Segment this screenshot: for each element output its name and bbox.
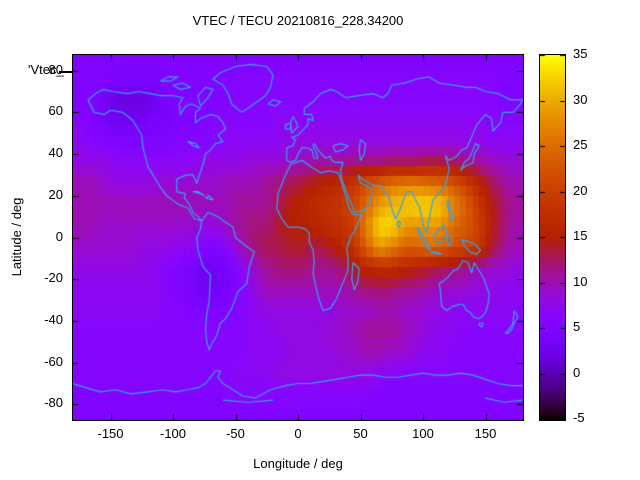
x-tick-label: -100 bbox=[159, 426, 187, 441]
y-tick-label: -80 bbox=[44, 395, 63, 411]
colorbar-tick-label: 30 bbox=[573, 91, 588, 107]
x-tick-label: -150 bbox=[97, 426, 124, 441]
colorbar-canvas bbox=[540, 55, 565, 420]
y-tick-label: 40 bbox=[48, 145, 63, 161]
y-tick-label: 20 bbox=[48, 186, 63, 202]
colorbar-tick-label: 0 bbox=[573, 364, 581, 380]
legend-key-line-sample bbox=[59, 71, 74, 73]
y-tick-label: 0 bbox=[55, 228, 63, 244]
y-tick-label: 80 bbox=[48, 61, 63, 77]
colorbar-tick-label: 20 bbox=[573, 182, 588, 198]
chart-title: VTEC / TECU 20210816_228.34200 bbox=[192, 13, 404, 28]
colorbar-tick-label: 10 bbox=[573, 273, 588, 289]
x-tick-label: 0 bbox=[294, 426, 302, 441]
colorbar-tick-label: 15 bbox=[573, 228, 588, 243]
x-tick-label: -50 bbox=[226, 426, 245, 441]
colorbar-tick-label: -5 bbox=[573, 410, 585, 425]
colorbar bbox=[539, 54, 566, 421]
legend-key-label: 'Vtec_ bbox=[28, 62, 64, 77]
colorbar-tick-label: 25 bbox=[573, 137, 588, 152]
x-axis-label: Longitude / deg bbox=[253, 456, 343, 471]
map-plot-area bbox=[72, 54, 524, 421]
x-tick-label: 150 bbox=[474, 426, 497, 441]
x-tick-label: 100 bbox=[412, 426, 434, 441]
y-tick-label: -60 bbox=[44, 353, 63, 369]
x-tick-label: 50 bbox=[353, 426, 368, 441]
vtec-heatmap-canvas bbox=[73, 55, 523, 420]
y-tick-label: -20 bbox=[44, 270, 63, 286]
y-tick-label: 60 bbox=[48, 103, 63, 119]
colorbar-tick-label: 35 bbox=[573, 46, 588, 61]
y-tick-label: -40 bbox=[44, 311, 63, 327]
colorbar-tick-label: 5 bbox=[573, 319, 581, 334]
